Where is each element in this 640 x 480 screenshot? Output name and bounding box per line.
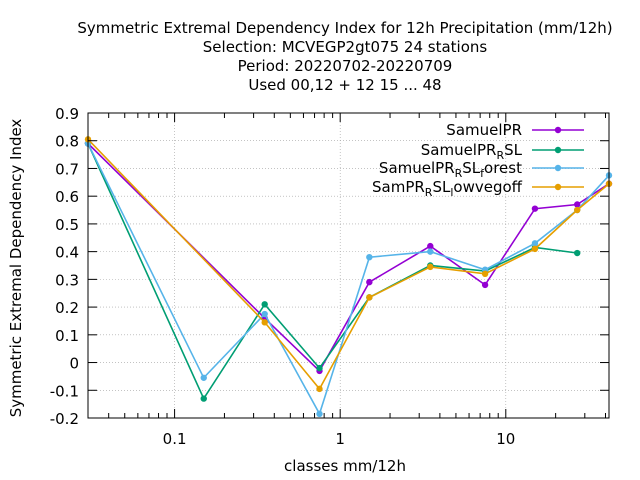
- data-point: [366, 253, 373, 261]
- data-point: [481, 281, 489, 289]
- legend-entry: SamPRRSLlowvegoff: [372, 178, 584, 199]
- y-tick-labels: -0.2 -0.1 0 0.1 0.2 0.3 0.4 0.5 0.6 0.7 0.8 0.9: [50, 105, 79, 428]
- x-axis-label: classes mm/12h: [284, 457, 406, 475]
- data-point: [531, 240, 539, 247]
- data-point: [574, 201, 581, 208]
- x-tick-label: 0.1: [163, 430, 187, 448]
- data-point: [200, 374, 207, 381]
- series-3: [84, 140, 613, 418]
- y-tick-label: 0.9: [55, 105, 79, 123]
- title-line-1: Symmetric Extremal Dependency Index for …: [77, 19, 612, 37]
- data-point: [200, 395, 207, 402]
- y-tick-label: 0.5: [55, 216, 79, 234]
- x-tick-label: 10: [496, 430, 515, 448]
- legend-swatch-point: [554, 126, 562, 134]
- data-point: [427, 248, 434, 255]
- legend-label: SamPRRSLlowvegoff: [372, 178, 523, 199]
- grid: [88, 112, 609, 419]
- data-point: [574, 249, 581, 257]
- legend-label: SamuelPR: [446, 121, 522, 139]
- y-axis-label: Symmetric Extremal Dependency Index: [7, 119, 25, 418]
- plot-frame: [87, 112, 610, 419]
- y-tick-label: 0.3: [55, 271, 79, 289]
- series-layer: [84, 136, 613, 418]
- y-tick-label: 0.7: [55, 160, 79, 178]
- y-tick-label: 0.8: [55, 133, 79, 151]
- legend: SamuelPR SamuelPRRSLSamuelPRRSLforestSamP…: [372, 121, 584, 199]
- data-point: [366, 278, 373, 286]
- legend-label: SamuelPRRSLforest: [379, 159, 522, 180]
- title-line-2: Selection: MCVEGP2gt075 24 stations: [203, 38, 488, 56]
- data-point: [316, 364, 323, 372]
- x-tick-label: 1: [335, 430, 345, 448]
- data-point: [261, 301, 268, 308]
- data-point: [531, 245, 539, 253]
- legend-label: SamuelPRRSL: [421, 141, 523, 162]
- data-point: [427, 242, 434, 250]
- x-tick-labels: 0.1 1 10: [163, 430, 516, 448]
- data-point: [316, 385, 323, 393]
- y-tick-label: 0: [69, 355, 79, 373]
- title-line-4: Used 00,12 + 12 15 ... 48: [248, 76, 441, 94]
- y-tick-label: -0.2: [50, 410, 79, 428]
- legend-swatch-point: [554, 146, 562, 154]
- title-line-3: Period: 20220702-20220709: [238, 57, 453, 75]
- data-point: [261, 319, 268, 326]
- legend-entry: SamuelPR: [446, 121, 584, 139]
- series-line: [87, 143, 610, 416]
- series-line: [87, 138, 610, 391]
- series-4: [84, 136, 613, 393]
- data-point: [427, 263, 434, 271]
- data-point: [531, 205, 539, 212]
- data-point: [261, 310, 268, 318]
- data-point: [481, 270, 489, 278]
- legend-entry: SamuelPRRSLforest: [379, 159, 584, 180]
- y-tick-label: 0.2: [55, 299, 79, 317]
- y-tick-label: 0.1: [55, 327, 79, 345]
- chart-title: Symmetric Extremal Dependency Index for …: [77, 19, 612, 94]
- legend-entry: SamuelPRRSL: [421, 141, 584, 162]
- y-tick-label: -0.1: [50, 382, 79, 400]
- data-point: [574, 206, 581, 214]
- legend-swatch-point: [554, 183, 562, 191]
- data-point: [316, 410, 323, 418]
- legend-swatch-point: [554, 164, 562, 172]
- axis-ticks: [87, 112, 609, 419]
- y-tick-label: 0.6: [55, 188, 79, 206]
- data-point: [366, 294, 373, 301]
- series-1: [84, 140, 613, 375]
- y-tick-label: 0.4: [55, 244, 79, 262]
